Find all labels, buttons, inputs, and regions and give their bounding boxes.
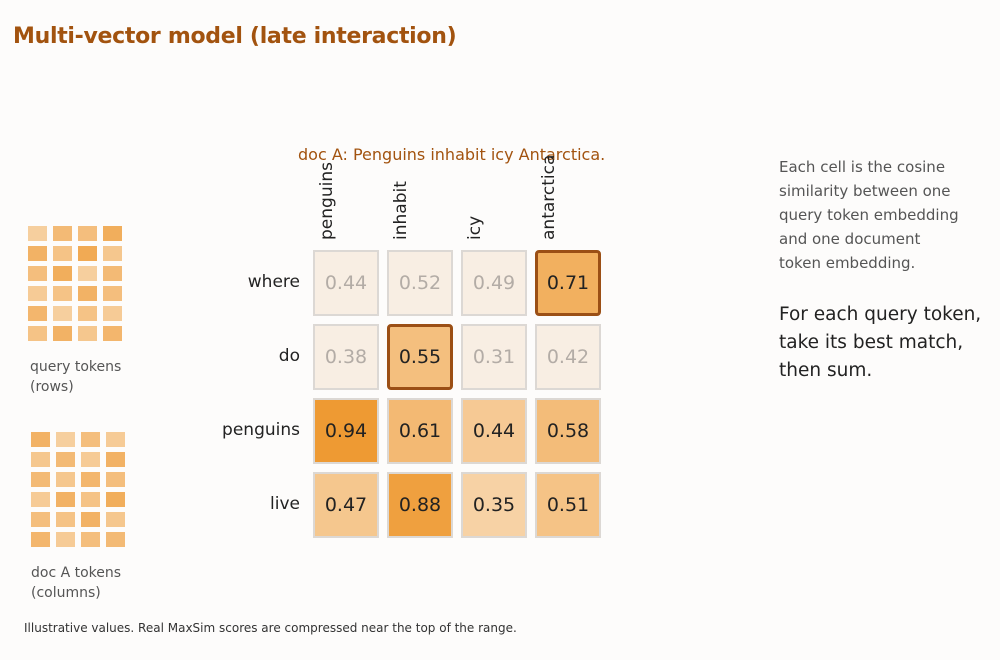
token-square <box>78 286 97 301</box>
page-title: Multi-vector model (late interaction) <box>13 24 457 49</box>
token-square <box>28 306 47 321</box>
token-square <box>78 266 97 281</box>
doc-tokens-caption: doc A tokens (columns) <box>31 563 121 603</box>
heatmap-cell: 0.58 <box>535 398 601 464</box>
footnote: Illustrative values. Real MaxSim scores … <box>24 621 517 635</box>
column-label-text: inhabit <box>391 181 411 240</box>
heatmap-cell: 0.51 <box>535 472 601 538</box>
token-square <box>106 492 125 507</box>
token-square <box>53 266 72 281</box>
instruction-line: then sum. <box>779 360 873 381</box>
heatmap-cell: 0.44 <box>313 250 379 316</box>
heatmap-cell: 0.71 <box>535 250 601 316</box>
token-square <box>81 452 100 467</box>
explanation-line: query token embedding <box>779 206 959 224</box>
heatmap-cell: 0.52 <box>387 250 453 316</box>
token-square <box>28 266 47 281</box>
token-square <box>53 226 72 241</box>
token-square <box>53 246 72 261</box>
doc-tokens-icon <box>31 432 125 547</box>
heatmap-cell: 0.55 <box>387 324 453 390</box>
cell-explanation: Each cell is the cosine similarity betwe… <box>779 155 989 275</box>
heatmap-cell: 0.88 <box>387 472 453 538</box>
heatmap-cell: 0.44 <box>461 398 527 464</box>
token-square <box>81 512 100 527</box>
token-square <box>56 452 75 467</box>
token-square <box>81 532 100 547</box>
token-square <box>28 226 47 241</box>
heatmap-cell: 0.47 <box>313 472 379 538</box>
heatmap-cell: 0.61 <box>387 398 453 464</box>
token-square <box>103 306 122 321</box>
token-square <box>56 532 75 547</box>
token-square <box>103 266 122 281</box>
heatmap-cell: 0.42 <box>535 324 601 390</box>
token-square <box>31 472 50 487</box>
explanation-line: Each cell is the cosine <box>779 158 946 176</box>
token-square <box>81 432 100 447</box>
row-label: where <box>247 272 300 292</box>
column-label-text: icy <box>465 215 485 240</box>
token-square <box>28 246 47 261</box>
token-square <box>103 286 122 301</box>
token-square <box>81 492 100 507</box>
token-square <box>56 512 75 527</box>
doc-title: doc A: Penguins inhabit icy Antarctica. <box>298 145 606 164</box>
token-square <box>53 286 72 301</box>
heatmap-cell: 0.94 <box>313 398 379 464</box>
instruction-line: For each query token, <box>779 304 982 325</box>
token-square <box>103 226 122 241</box>
token-square <box>106 472 125 487</box>
token-square <box>78 306 97 321</box>
query-caption-line-2: (rows) <box>30 379 74 395</box>
heatmap-cell: 0.35 <box>461 472 527 538</box>
doc-caption-line-1: doc A tokens <box>31 565 122 581</box>
token-square <box>56 492 75 507</box>
explanation-line: token embedding. <box>779 254 916 272</box>
token-square <box>106 432 125 447</box>
token-square <box>28 326 47 341</box>
token-square <box>31 432 50 447</box>
row-label: penguins <box>222 420 300 440</box>
explanation-line: similarity between one <box>779 182 951 200</box>
token-square <box>56 472 75 487</box>
row-label: do <box>278 346 300 366</box>
token-square <box>106 452 125 467</box>
heatmap-cell: 0.38 <box>313 324 379 390</box>
token-square <box>31 492 50 507</box>
doc-caption-line-2: (columns) <box>31 585 101 601</box>
heatmap-cell: 0.49 <box>461 250 527 316</box>
token-square <box>106 532 125 547</box>
token-square <box>78 326 97 341</box>
token-square <box>31 452 50 467</box>
maxsim-instruction: For each query token, take its best matc… <box>779 301 994 385</box>
column-label-text: antarctica <box>539 154 559 240</box>
explanation-line: and one document <box>779 230 921 248</box>
token-square <box>106 512 125 527</box>
heatmap-cell: 0.31 <box>461 324 527 390</box>
token-square <box>81 472 100 487</box>
query-tokens-icon <box>28 226 122 341</box>
row-label: live <box>270 494 300 514</box>
instruction-line: take its best match, <box>779 332 964 353</box>
token-square <box>103 246 122 261</box>
token-square <box>78 246 97 261</box>
token-square <box>31 532 50 547</box>
token-square <box>53 326 72 341</box>
token-square <box>56 432 75 447</box>
token-square <box>103 326 122 341</box>
token-square <box>31 512 50 527</box>
column-label-text: penguins <box>317 162 337 240</box>
token-square <box>53 306 72 321</box>
token-square <box>78 226 97 241</box>
query-tokens-caption: query tokens (rows) <box>30 357 121 397</box>
token-square <box>28 286 47 301</box>
query-caption-line-1: query tokens <box>30 359 122 375</box>
